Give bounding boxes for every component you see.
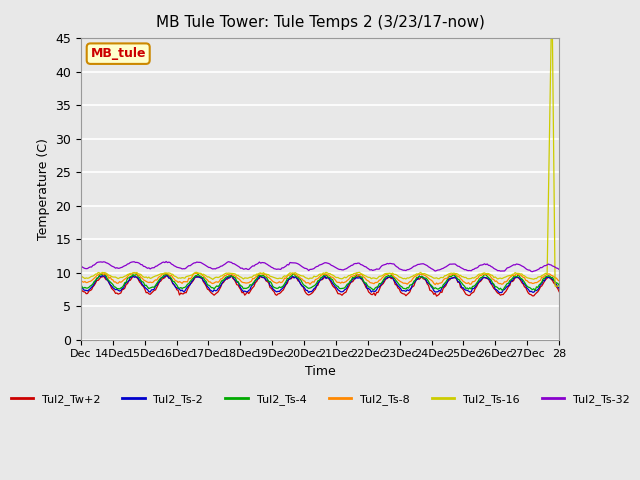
Y-axis label: Temperature (C): Temperature (C)	[36, 138, 50, 240]
Tul2_Ts-32	[556, 266, 563, 272]
Tul2_Tw+2	[236, 285, 243, 290]
Tul2_Ts-4	[290, 271, 298, 276]
Tul2_Ts-16	[136, 271, 143, 277]
Tul2_Ts-32	[136, 261, 143, 266]
Tul2_Ts-2	[137, 278, 145, 284]
Tul2_Tw+2	[286, 276, 294, 281]
Tul2_Ts-16	[551, 283, 559, 289]
Tul2_Ts-8	[237, 278, 244, 284]
Tul2_Ts-32	[529, 269, 536, 275]
Tul2_Tw+2	[531, 291, 539, 297]
Tul2_Tw+2	[556, 289, 563, 295]
Tul2_Tw+2	[77, 286, 84, 291]
Tul2_Ts-16	[547, 35, 555, 41]
Line: Tul2_Ts-8: Tul2_Ts-8	[81, 273, 559, 285]
Tul2_Ts-2	[221, 277, 228, 283]
Tul2_Ts-16	[556, 283, 563, 289]
Tul2_Ts-32	[77, 263, 84, 268]
Tul2_Ts-32	[221, 262, 228, 267]
Tul2_Ts-2	[531, 288, 539, 293]
Title: MB Tule Tower: Tule Temps 2 (3/23/17-now): MB Tule Tower: Tule Temps 2 (3/23/17-now…	[156, 15, 484, 30]
Line: Tul2_Tw+2: Tul2_Tw+2	[81, 275, 559, 296]
Legend: Tul2_Tw+2, Tul2_Ts-2, Tul2_Ts-4, Tul2_Ts-8, Tul2_Ts-16, Tul2_Ts-32: Tul2_Tw+2, Tul2_Ts-2, Tul2_Ts-4, Tul2_Ts…	[6, 390, 634, 409]
Tul2_Tw+2	[220, 280, 227, 286]
Text: MB_tule: MB_tule	[90, 47, 146, 60]
Tul2_Ts-16	[529, 276, 536, 282]
Tul2_Ts-2	[77, 284, 84, 289]
Tul2_Ts-8	[245, 280, 253, 286]
Tul2_Ts-2	[287, 275, 295, 280]
Tul2_Ts-4	[556, 283, 563, 288]
Tul2_Ts-2	[556, 286, 563, 291]
Tul2_Ts-16	[244, 276, 252, 281]
Tul2_Ts-8	[431, 282, 439, 288]
Line: Tul2_Ts-4: Tul2_Ts-4	[81, 274, 559, 290]
Tul2_Ts-32	[287, 260, 295, 265]
Tul2_Ts-8	[556, 278, 563, 284]
Tul2_Tw+2	[433, 293, 440, 299]
Tul2_Ts-2	[498, 290, 506, 296]
Tul2_Ts-8	[287, 271, 295, 277]
X-axis label: Time: Time	[305, 365, 335, 378]
Tul2_Ts-16	[236, 274, 243, 279]
Tul2_Ts-4	[286, 274, 294, 280]
Tul2_Ts-4	[77, 282, 84, 288]
Tul2_Tw+2	[355, 272, 363, 278]
Tul2_Ts-4	[531, 288, 539, 293]
Tul2_Ts-4	[136, 275, 143, 280]
Tul2_Ts-4	[244, 285, 252, 291]
Tul2_Ts-2	[245, 288, 253, 293]
Tul2_Ts-2	[99, 273, 106, 278]
Tul2_Ts-16	[286, 270, 294, 276]
Tul2_Ts-32	[245, 266, 253, 272]
Tul2_Ts-4	[236, 281, 243, 287]
Tul2_Ts-16	[77, 274, 84, 279]
Tul2_Tw+2	[136, 279, 143, 285]
Tul2_Ts-32	[237, 265, 244, 271]
Tul2_Ts-8	[531, 280, 539, 286]
Tul2_Ts-8	[137, 275, 145, 280]
Tul2_Ts-16	[220, 272, 227, 277]
Tul2_Ts-8	[77, 277, 84, 283]
Line: Tul2_Ts-2: Tul2_Ts-2	[81, 276, 559, 293]
Tul2_Ts-32	[531, 268, 539, 274]
Tul2_Ts-8	[221, 273, 228, 278]
Tul2_Ts-32	[163, 259, 170, 264]
Tul2_Ts-4	[220, 277, 227, 283]
Tul2_Ts-8	[131, 270, 138, 276]
Line: Tul2_Ts-16: Tul2_Ts-16	[81, 38, 559, 286]
Line: Tul2_Ts-32: Tul2_Ts-32	[81, 262, 559, 272]
Tul2_Ts-2	[237, 285, 244, 291]
Tul2_Tw+2	[244, 289, 252, 295]
Tul2_Ts-4	[530, 286, 538, 292]
